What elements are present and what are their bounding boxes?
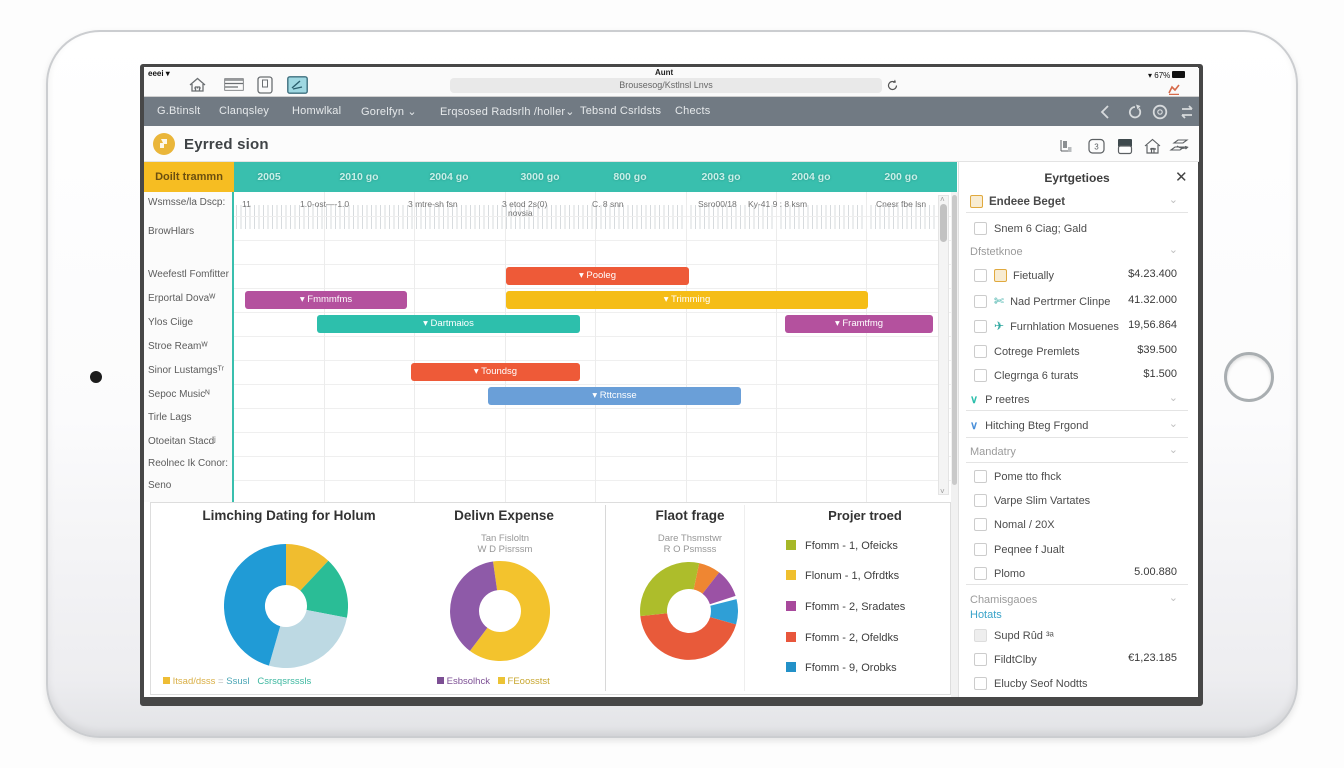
svg-text:3: 3 [1094, 143, 1099, 152]
